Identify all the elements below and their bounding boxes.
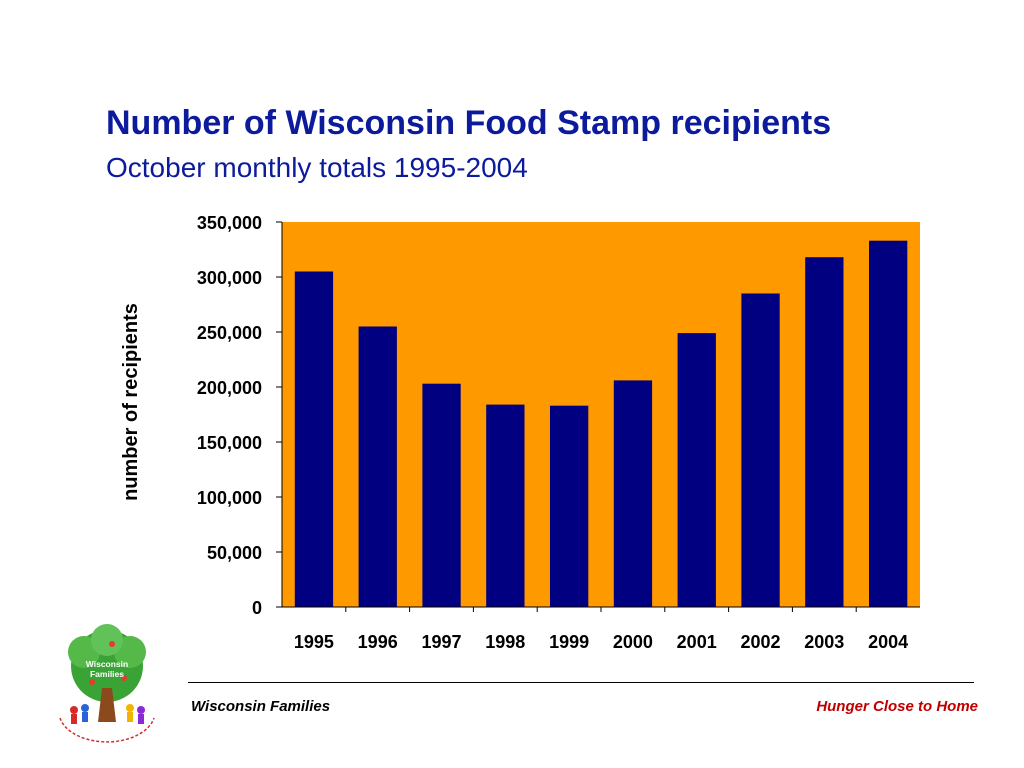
x-tick-label: 2003: [804, 632, 844, 652]
x-tick-label: 2000: [613, 632, 653, 652]
y-axis-ticks: 0 50,000 100,000 150,000 200,000 250,000 300,0…: [197, 213, 282, 618]
bar-2003: [805, 257, 844, 607]
y-tick-label: 150,000: [197, 433, 262, 453]
y-axis-label: number of recipients: [120, 303, 142, 501]
bar-2000: [613, 380, 653, 607]
wisconsin-families-logo: Wisconsin Families: [59, 624, 155, 743]
x-tick-label: 2002: [740, 632, 780, 652]
x-tick-label: 1998: [485, 632, 525, 652]
footer-divider: [188, 682, 974, 683]
logo-label-line1: Wisconsin: [86, 659, 128, 669]
bar-2004: [869, 240, 908, 607]
y-tick-label: 200,000: [197, 378, 262, 398]
x-tick-label: 2001: [677, 632, 717, 652]
bar-1995: [294, 271, 334, 607]
bar-1997: [422, 383, 461, 607]
bar-chart: 0 50,000 100,000 150,000 200,000 250,000 300,0…: [120, 213, 920, 652]
x-tick-label: 1996: [358, 632, 398, 652]
footer-left-text: Wisconsin Families: [191, 698, 331, 715]
bar-1996: [358, 326, 397, 607]
x-tick-label: 1997: [421, 632, 461, 652]
x-tick-label: 1995: [294, 632, 334, 652]
y-tick-label: 350,000: [197, 213, 262, 233]
y-tick-label: 300,000: [197, 268, 262, 288]
logo-label-line2: Families: [90, 669, 124, 679]
y-tick-label: 250,000: [197, 323, 262, 343]
chart-subtitle: October monthly totals 1995-2004: [106, 152, 528, 183]
y-tick-label: 0: [252, 598, 262, 618]
y-tick-label: 100,000: [197, 488, 262, 508]
x-tick-label: 2004: [868, 632, 908, 652]
bar-1998: [486, 404, 525, 607]
bar-2001: [677, 333, 716, 607]
x-axis-ticks: 1995 1996 1997 1998 1999 2000 2001 2002 2003 2004: [294, 607, 908, 652]
bar-1999: [550, 405, 589, 607]
y-tick-label: 50,000: [207, 543, 262, 563]
chart-title: Number of Wisconsin Food Stamp recipient…: [106, 104, 832, 142]
bar-group: [294, 240, 908, 607]
tree-with-children-icon: [59, 624, 155, 743]
footer-right-text: Hunger Close to Home: [816, 698, 978, 715]
bar-2002: [741, 293, 780, 607]
x-tick-label: 1999: [549, 632, 589, 652]
